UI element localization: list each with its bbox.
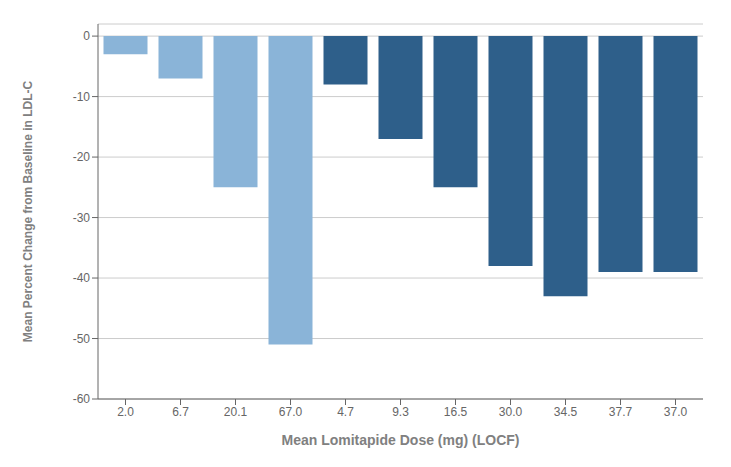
svg-text:30.0: 30.0 (499, 405, 523, 419)
svg-text:-50: -50 (73, 332, 91, 346)
svg-text:20.1: 20.1 (224, 405, 248, 419)
svg-text:Mean Lomitapide Dose (mg) (LOC: Mean Lomitapide Dose (mg) (LOCF) (282, 432, 520, 448)
svg-text:37.0: 37.0 (664, 405, 688, 419)
svg-text:37.7: 37.7 (609, 405, 633, 419)
svg-text:6.7: 6.7 (172, 405, 189, 419)
svg-text:9.3: 9.3 (392, 405, 409, 419)
svg-text:-10: -10 (73, 90, 91, 104)
svg-text:0: 0 (83, 29, 90, 43)
svg-text:34.5: 34.5 (554, 405, 578, 419)
svg-text:4.7: 4.7 (337, 405, 354, 419)
svg-text:Mean Percent Change from Basel: Mean Percent Change from Baseline in LDL… (21, 80, 35, 342)
svg-text:2.0: 2.0 (117, 405, 134, 419)
svg-text:-60: -60 (73, 392, 91, 406)
svg-text:-30: -30 (73, 211, 91, 225)
svg-text:-40: -40 (73, 271, 91, 285)
svg-text:-20: -20 (73, 150, 91, 164)
svg-text:67.0: 67.0 (279, 405, 303, 419)
svg-text:16.5: 16.5 (444, 405, 468, 419)
